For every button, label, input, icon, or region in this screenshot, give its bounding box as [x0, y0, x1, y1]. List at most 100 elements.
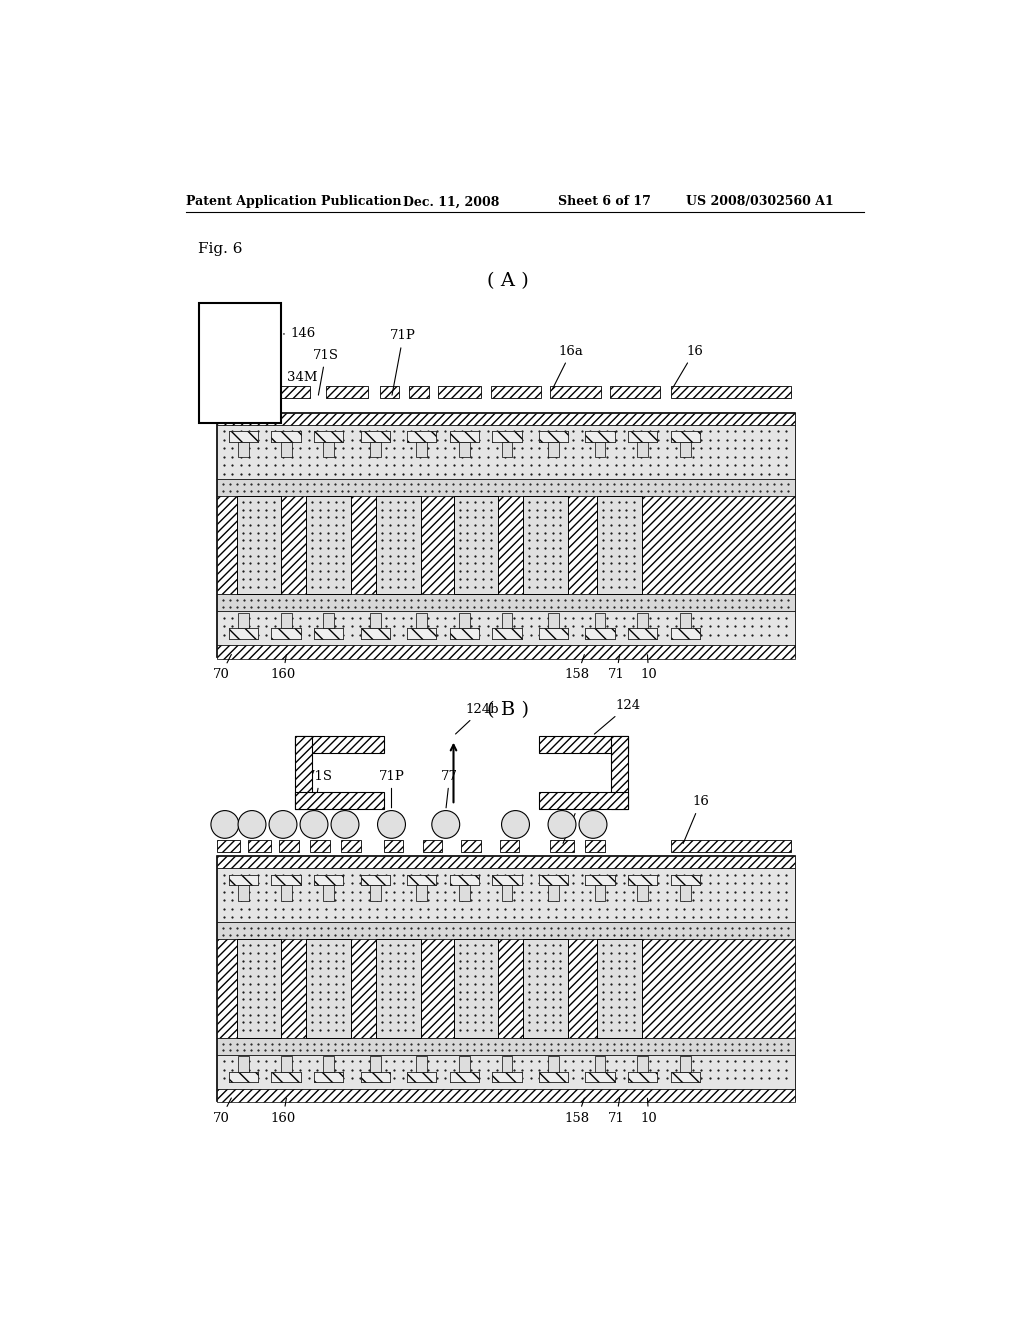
Text: ( A ): ( A )	[486, 272, 528, 290]
Bar	[461, 840, 480, 853]
Bar	[238, 612, 249, 628]
Bar	[671, 1072, 700, 1082]
Bar	[586, 430, 614, 442]
Bar	[586, 874, 614, 886]
Circle shape	[269, 810, 297, 838]
Bar	[228, 1072, 258, 1082]
Bar	[217, 645, 795, 659]
Text: 70: 70	[213, 655, 231, 681]
Bar	[493, 430, 521, 442]
Bar	[493, 1072, 521, 1082]
Bar	[454, 940, 499, 1038]
Text: 71P: 71P	[390, 330, 416, 395]
Bar	[548, 442, 559, 457]
Bar	[459, 612, 470, 628]
Bar	[324, 612, 334, 628]
Bar	[228, 874, 258, 886]
Bar	[306, 940, 351, 1038]
Text: Fig. 6: Fig. 6	[198, 242, 243, 256]
Bar	[502, 1056, 512, 1072]
Bar	[595, 886, 605, 900]
Bar	[539, 874, 568, 886]
Bar	[360, 628, 390, 639]
Circle shape	[378, 810, 406, 838]
Bar	[628, 874, 657, 886]
Text: 71: 71	[608, 1098, 625, 1125]
Bar	[550, 840, 573, 853]
Text: 124b: 124b	[456, 702, 499, 734]
Bar	[410, 385, 429, 397]
Bar	[217, 385, 310, 397]
Bar	[637, 1056, 648, 1072]
Bar	[539, 430, 568, 442]
Bar	[610, 385, 660, 397]
Text: Patent Application Publication: Patent Application Publication	[186, 195, 401, 209]
Bar	[324, 886, 334, 900]
Bar	[586, 628, 614, 639]
Circle shape	[300, 810, 328, 838]
Text: 10: 10	[640, 655, 657, 681]
Text: 158: 158	[565, 1098, 590, 1125]
Bar	[248, 840, 271, 853]
Text: 146: 146	[284, 327, 315, 341]
Bar	[628, 430, 657, 442]
Bar	[539, 1072, 568, 1082]
Bar	[539, 1072, 568, 1082]
Bar	[539, 792, 628, 809]
Bar	[423, 840, 442, 853]
Circle shape	[211, 810, 239, 838]
Bar	[586, 1072, 614, 1082]
Bar	[407, 874, 436, 886]
Bar	[493, 874, 521, 886]
Bar	[360, 874, 390, 886]
Bar	[380, 385, 399, 397]
Text: Dec. 11, 2008: Dec. 11, 2008	[403, 195, 500, 209]
Bar	[360, 430, 390, 442]
Bar	[217, 479, 795, 496]
Bar	[217, 940, 795, 1038]
Bar	[314, 628, 343, 639]
Bar	[637, 442, 648, 457]
Text: 160: 160	[270, 1098, 296, 1125]
Bar	[324, 1056, 334, 1072]
Bar	[523, 940, 568, 1038]
Text: 34M: 34M	[287, 371, 317, 384]
Bar	[539, 874, 568, 886]
Bar	[459, 1056, 470, 1072]
Bar	[370, 442, 381, 457]
Text: 124: 124	[594, 700, 641, 734]
Bar	[360, 1072, 390, 1082]
Bar	[671, 430, 700, 442]
Bar	[493, 430, 521, 442]
Bar	[314, 430, 343, 442]
Bar	[407, 430, 436, 442]
Bar	[281, 886, 292, 900]
Bar	[217, 840, 241, 853]
Bar	[595, 1056, 605, 1072]
Bar	[597, 940, 642, 1038]
Bar	[314, 1072, 343, 1082]
Text: 71S: 71S	[307, 770, 333, 808]
Bar	[417, 612, 427, 628]
Bar	[671, 628, 700, 639]
Bar	[539, 737, 628, 752]
Bar	[671, 385, 791, 397]
Bar	[502, 442, 512, 457]
Text: 16a: 16a	[552, 345, 584, 389]
Bar	[370, 612, 381, 628]
Bar	[637, 612, 648, 628]
Bar	[360, 628, 390, 639]
Bar	[295, 737, 384, 752]
Text: 77: 77	[441, 770, 458, 808]
Bar	[680, 442, 690, 457]
Bar	[407, 628, 436, 639]
Bar	[217, 855, 795, 1101]
Bar	[417, 442, 427, 457]
Bar	[586, 1072, 614, 1082]
Bar	[407, 1072, 436, 1082]
Bar	[586, 628, 614, 639]
Bar	[314, 874, 343, 886]
Bar	[548, 612, 559, 628]
Bar	[493, 628, 521, 639]
Bar	[680, 612, 690, 628]
